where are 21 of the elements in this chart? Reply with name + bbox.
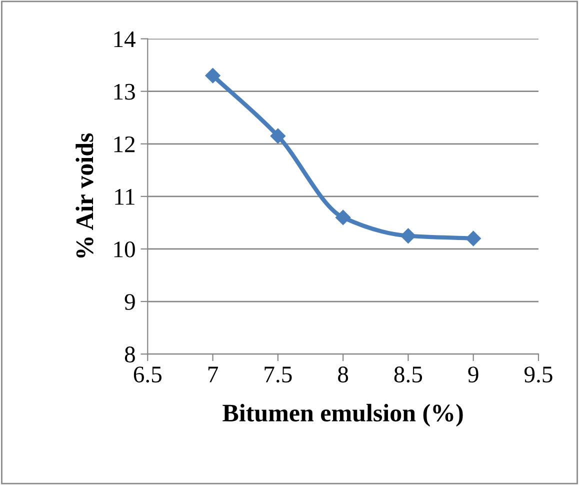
y-tick-label: 8 — [124, 346, 135, 362]
x-tick-label: 6.5 — [134, 366, 162, 383]
x-tick-label: 7 — [208, 366, 218, 382]
point — [335, 210, 351, 226]
point — [270, 128, 286, 144]
y-tick-label: 14 — [114, 31, 136, 47]
x-axis-title: Bitumen emulsion (%) — [222, 404, 463, 427]
y-tick-label: 9 — [124, 294, 135, 310]
y-axis-title: % Air voids — [76, 133, 94, 258]
x-tick-label: 9 — [468, 366, 478, 382]
point — [400, 228, 416, 244]
y-tick-label: 11 — [115, 189, 134, 205]
x-tick-label: 9.5 — [524, 366, 552, 383]
x-tick-label: 8 — [338, 366, 348, 382]
y-tick-label: 12 — [114, 136, 135, 152]
x-tick-label: 7.5 — [264, 366, 292, 383]
y-tick-label: 10 — [114, 241, 135, 258]
point — [466, 230, 481, 246]
y-tick-label: 13 — [114, 84, 135, 100]
x-tick-label: 8.5 — [394, 366, 422, 383]
point — [205, 68, 220, 84]
